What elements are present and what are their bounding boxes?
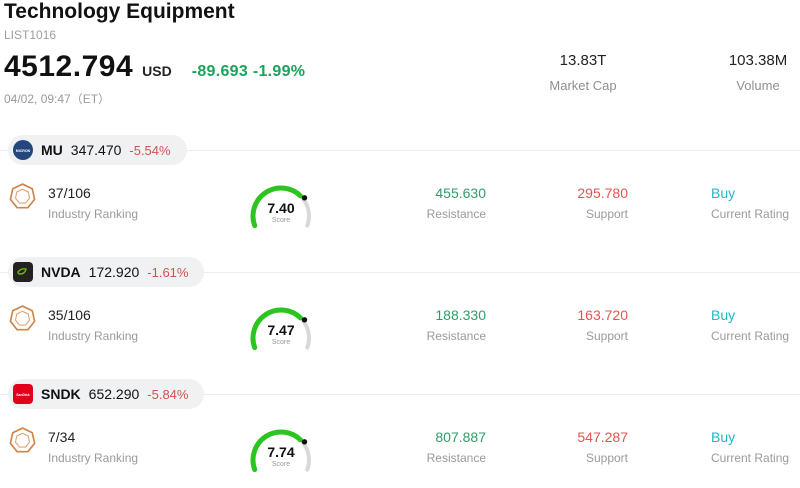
ranking-badge-icon bbox=[9, 427, 36, 453]
ticker-price: 347.470 bbox=[70, 142, 122, 158]
industry-ranking-value: 37/106 bbox=[48, 185, 91, 201]
nvidia-logo-icon bbox=[13, 262, 33, 282]
stock-ticker-pill[interactable]: NVDA 172.920 -1.61% bbox=[8, 257, 205, 287]
support-label: Support bbox=[585, 207, 628, 221]
market-cap-stat: 13.83T Market Cap bbox=[535, 52, 631, 93]
micron-logo-icon: MICRON bbox=[13, 140, 33, 160]
list-id: LIST1016 bbox=[4, 28, 57, 42]
support-value: 163.720 bbox=[577, 307, 628, 323]
stock-row[interactable]: SanDisk SNDK 652.290 -5.84% 7/34 Industr… bbox=[0, 379, 800, 488]
resistance-block: 188.330 Resistance bbox=[376, 307, 486, 343]
page-title: Technology Equipment bbox=[4, 0, 235, 23]
index-change: -89.693 -1.99% bbox=[191, 63, 306, 80]
ticker-price: 172.920 bbox=[88, 264, 140, 280]
index-price-row: 4512.794 USD -89.693 -1.99% bbox=[4, 50, 305, 84]
volume-stat: 103.38M Volume bbox=[710, 52, 800, 93]
ticker-change: -5.54% bbox=[129, 142, 171, 158]
rating-label: Current Rating bbox=[711, 451, 790, 465]
volume-value: 103.38M bbox=[728, 52, 788, 69]
support-label: Support bbox=[585, 329, 628, 343]
rating-label: Current Rating bbox=[711, 207, 790, 221]
score-value: 7.47 bbox=[267, 322, 295, 338]
resistance-block: 807.887 Resistance bbox=[376, 429, 486, 465]
resistance-label: Resistance bbox=[426, 207, 486, 221]
score-gauge: 7.47 Score bbox=[241, 298, 329, 356]
stock-row[interactable]: NVDA 172.920 -1.61% 35/106 Industry Rank… bbox=[0, 257, 800, 379]
ranking-badge-icon bbox=[9, 183, 36, 209]
quote-datetime: 04/02, 09:47（ET） bbox=[4, 92, 111, 106]
industry-ranking-block: 7/34 Industry Ranking bbox=[48, 429, 138, 465]
industry-ranking-value: 35/106 bbox=[48, 307, 91, 323]
divider bbox=[0, 150, 800, 151]
stock-ticker-pill[interactable]: SanDisk SNDK 652.290 -5.84% bbox=[8, 379, 205, 409]
score-value: 7.40 bbox=[267, 200, 295, 216]
score-gauge-arc-icon bbox=[250, 429, 311, 472]
industry-ranking-label: Industry Ranking bbox=[48, 329, 139, 343]
resistance-value: 455.630 bbox=[435, 185, 486, 201]
market-cap-value: 13.83T bbox=[559, 52, 607, 69]
rating-value: Buy bbox=[711, 307, 736, 323]
svg-text:MICRON: MICRON bbox=[16, 149, 31, 153]
rating-block: Buy Current Rating bbox=[711, 429, 799, 465]
score-label: Score bbox=[271, 217, 291, 224]
resistance-block: 455.630 Resistance bbox=[376, 185, 486, 221]
stock-detail: 7/34 Industry Ranking 7.74 Score 807.887… bbox=[0, 423, 800, 488]
stock-row[interactable]: MICRON MU 347.470 -5.54% 37/106 Industry… bbox=[0, 135, 800, 257]
rating-block: Buy Current Rating bbox=[711, 185, 799, 221]
support-block: 163.720 Support bbox=[518, 307, 628, 343]
rating-value: Buy bbox=[711, 429, 736, 445]
stock-ticker-pill[interactable]: MICRON MU 347.470 -5.54% bbox=[8, 135, 187, 165]
support-value: 547.287 bbox=[577, 429, 628, 445]
rating-label: Current Rating bbox=[711, 329, 790, 343]
market-cap-label: Market Cap bbox=[549, 78, 617, 93]
ticker-symbol: SNDK bbox=[41, 386, 81, 402]
score-label: Score bbox=[271, 461, 291, 468]
divider bbox=[0, 394, 800, 395]
score-gauge-arc-icon bbox=[250, 185, 311, 228]
resistance-label: Resistance bbox=[426, 329, 486, 343]
stock-detail: 35/106 Industry Ranking 7.47 Score 188.3… bbox=[0, 301, 800, 371]
industry-ranking-value: 7/34 bbox=[48, 429, 76, 445]
sandisk-logo-icon: SanDisk bbox=[13, 384, 33, 404]
resistance-value: 188.330 bbox=[435, 307, 486, 323]
volume-label: Volume bbox=[736, 78, 780, 93]
rating-value: Buy bbox=[711, 185, 736, 201]
resistance-value: 807.887 bbox=[435, 429, 486, 445]
score-value: 7.74 bbox=[267, 444, 295, 460]
support-block: 547.287 Support bbox=[518, 429, 628, 465]
industry-ranking-label: Industry Ranking bbox=[48, 451, 139, 465]
industry-ranking-label: Industry Ranking bbox=[48, 207, 139, 221]
support-label: Support bbox=[585, 451, 628, 465]
industry-ranking-block: 35/106 Industry Ranking bbox=[48, 307, 138, 343]
ticker-change: -5.84% bbox=[147, 386, 189, 402]
industry-ranking-block: 37/106 Industry Ranking bbox=[48, 185, 138, 221]
ticker-symbol: NVDA bbox=[41, 264, 81, 280]
support-value: 295.780 bbox=[577, 185, 628, 201]
index-price: 4512.794 bbox=[4, 50, 134, 83]
score-gauge: 7.40 Score bbox=[241, 176, 329, 234]
support-block: 295.780 Support bbox=[518, 185, 628, 221]
score-gauge-arc-icon bbox=[250, 307, 311, 350]
resistance-label: Resistance bbox=[426, 451, 486, 465]
ticker-change: -1.61% bbox=[147, 264, 189, 280]
ranking-badge-icon bbox=[9, 305, 36, 331]
index-currency: USD bbox=[142, 63, 172, 79]
divider bbox=[0, 272, 800, 273]
score-gauge: 7.74 Score bbox=[241, 420, 329, 478]
stock-detail: 37/106 Industry Ranking 7.40 Score 455.6… bbox=[0, 179, 800, 249]
score-label: Score bbox=[271, 339, 291, 346]
ticker-price: 652.290 bbox=[88, 386, 140, 402]
rating-block: Buy Current Rating bbox=[711, 307, 799, 343]
svg-text:SanDisk: SanDisk bbox=[16, 393, 29, 397]
ticker-symbol: MU bbox=[41, 142, 63, 158]
